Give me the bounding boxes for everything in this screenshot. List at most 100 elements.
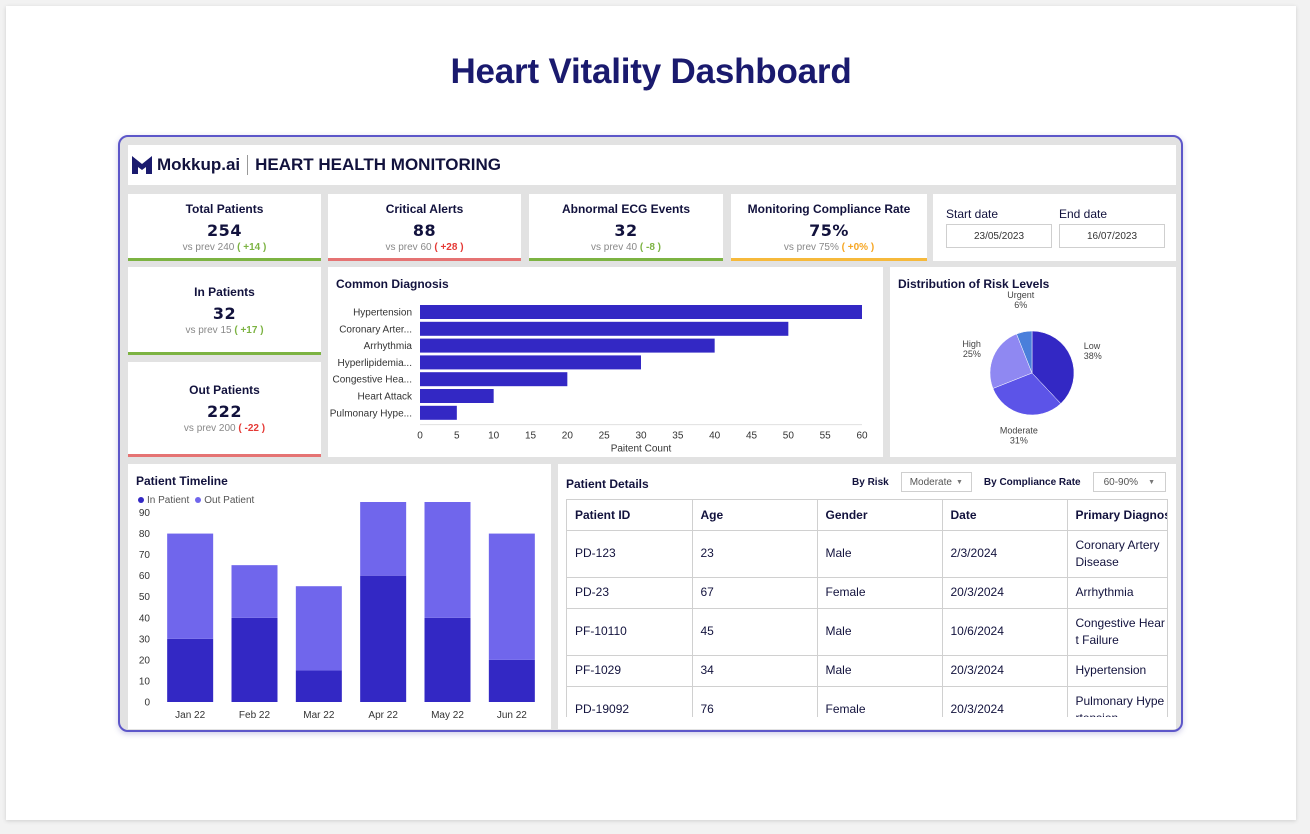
- bar-segment[interactable]: [231, 617, 278, 702]
- x-tick-label: Feb 22: [239, 710, 271, 721]
- filter-compliance-label: By Compliance Rate: [983, 476, 1081, 488]
- bar-segment[interactable]: [295, 586, 342, 671]
- risk-filter-select[interactable]: Moderate ▼: [900, 472, 972, 492]
- x-tick-label: Jan 22: [175, 710, 205, 721]
- table-row[interactable]: PF-10110 45 Male 10/6/2024 Congestive He…: [567, 608, 1167, 656]
- bar-segment[interactable]: [424, 502, 471, 618]
- slice-percent: 31%: [1010, 436, 1028, 446]
- x-tick-label: Apr 22: [368, 710, 398, 721]
- y-tick-label: 30: [139, 634, 151, 645]
- legend-in-patient: In Patient: [138, 495, 189, 506]
- cell-date: 20/3/2024: [942, 577, 1068, 609]
- table-row[interactable]: PD-19092 76 Female 20/3/2024 Pulmonary H…: [567, 686, 1167, 717]
- table-row[interactable]: PD-23 67 Female 20/3/2024 Arrhythmia: [567, 577, 1167, 609]
- bar[interactable]: [420, 355, 641, 370]
- cell-patient-id: PF-10110: [567, 608, 693, 656]
- pie-slice[interactable]: [1031, 330, 1075, 404]
- cell-age: 67: [692, 577, 818, 609]
- pie-slice[interactable]: [989, 333, 1033, 389]
- y-tick-label: 40: [139, 613, 151, 624]
- y-tick-label: 80: [139, 529, 151, 540]
- bar-segment[interactable]: [488, 659, 535, 702]
- patient-timeline-panel: Patient Timeline In Patient Out Patient …: [128, 464, 551, 729]
- filter-risk-label: By Risk: [852, 476, 889, 488]
- slice-label: Low: [1084, 341, 1101, 351]
- column-header[interactable]: Age: [692, 500, 818, 531]
- tick-label: 5: [454, 431, 460, 442]
- tick-label: 15: [525, 431, 537, 442]
- column-header[interactable]: Primary Diagnosis: [1067, 500, 1167, 531]
- kpi-critical-alerts: Critical Alerts 88 vs prev 60 ( +28 ): [328, 194, 521, 261]
- cell-age: 76: [692, 686, 818, 717]
- bar[interactable]: [420, 338, 715, 353]
- y-tick-label: 10: [139, 676, 151, 687]
- patient-table-container[interactable]: Patient ID Age Gender Date Primary Diagn…: [566, 499, 1168, 717]
- bar[interactable]: [420, 372, 568, 387]
- bar-segment[interactable]: [360, 575, 407, 702]
- pie-slice[interactable]: [992, 372, 1062, 416]
- tick-label: 30: [635, 431, 647, 442]
- patient-details-title: Patient Details: [566, 477, 649, 491]
- bar-segment[interactable]: [424, 617, 471, 702]
- mokkup-logo-icon: [132, 156, 152, 174]
- kpi-title: Critical Alerts: [385, 202, 464, 216]
- cell-date: 20/3/2024: [942, 686, 1068, 717]
- header-title: HEART HEALTH MONITORING: [255, 155, 501, 174]
- tick-label: 10: [488, 431, 500, 442]
- table-row[interactable]: PF-1029 34 Male 20/3/2024 Hypertension: [567, 655, 1167, 687]
- kpi-value: 254: [207, 221, 242, 240]
- cell-patient-id: PD-23: [567, 577, 693, 609]
- bar-segment[interactable]: [295, 670, 342, 702]
- header-divider: [247, 155, 249, 175]
- bar-segment[interactable]: [488, 533, 535, 660]
- cell-patient-id: PD-19092: [567, 686, 693, 717]
- legend-out-patient: Out Patient: [195, 495, 254, 506]
- category-label: Arrhythmia: [364, 341, 413, 352]
- cell-gender: Male: [817, 608, 943, 656]
- cell-diagnosis: Arrhythmia: [1067, 577, 1167, 609]
- table-header-row: Patient ID Age Gender Date Primary Diagn…: [567, 500, 1167, 531]
- bar[interactable]: [420, 389, 494, 403]
- category-label: Coronary Arter...: [339, 324, 412, 335]
- cell-gender: Male: [817, 530, 943, 578]
- dashboard-frame: Mokkup.ai HEART HEALTH MONITORING Total …: [118, 135, 1183, 732]
- category-label: Pulmonary Hype...: [330, 408, 412, 419]
- kpi-title: Monitoring Compliance Rate: [747, 202, 911, 216]
- bar-segment[interactable]: [167, 533, 214, 639]
- kpi-out-patients: Out Patients 222 vs prev 200 ( -22 ): [128, 362, 321, 457]
- y-tick-label: 90: [139, 508, 151, 519]
- tick-label: 40: [709, 431, 721, 442]
- end-date-input[interactable]: 16/07/2023: [1059, 224, 1165, 248]
- kpi-prev: vs prev 75% ( +0% ): [783, 242, 875, 253]
- kpi-compliance-rate: Monitoring Compliance Rate 75% vs prev 7…: [731, 194, 927, 261]
- page-title: Heart Vitality Dashboard: [450, 52, 852, 91]
- column-header[interactable]: Patient ID: [567, 500, 693, 531]
- kpi-in-patients: In Patients 32 vs prev 15 ( +17 ): [128, 267, 321, 355]
- column-header[interactable]: Date: [942, 500, 1068, 531]
- slice-label: Moderate: [1000, 426, 1038, 436]
- table-row[interactable]: PD-123 23 Male 2/3/2024 Coronary Artery …: [567, 530, 1167, 578]
- kpi-value: 75%: [809, 221, 849, 240]
- slice-label: Urgent: [1007, 290, 1035, 300]
- bar-segment[interactable]: [167, 638, 214, 702]
- bar-segment[interactable]: [231, 565, 278, 618]
- compliance-filter-select[interactable]: 60-90% ▼: [1092, 472, 1166, 492]
- kpi-title: Total Patients: [185, 202, 264, 216]
- kpi-prev: vs prev 240 ( +14 ): [182, 242, 267, 253]
- kpi-prev: vs prev 40 ( -8 ): [590, 242, 662, 253]
- tick-label: 55: [820, 431, 832, 442]
- y-tick-label: 0: [144, 698, 150, 709]
- pie-slice[interactable]: [1016, 330, 1033, 374]
- tick-label: 45: [746, 431, 758, 442]
- kpi-value: 222: [207, 402, 242, 421]
- bar-segment[interactable]: [360, 502, 407, 576]
- x-tick-label: May 22: [431, 710, 464, 721]
- tick-label: 60: [856, 431, 868, 442]
- start-date-input[interactable]: 23/05/2023: [946, 224, 1052, 248]
- kpi-value: 88: [412, 221, 437, 240]
- column-header[interactable]: Gender: [817, 500, 943, 531]
- bar[interactable]: [420, 321, 789, 336]
- bar[interactable]: [420, 405, 457, 420]
- bar[interactable]: [420, 305, 862, 319]
